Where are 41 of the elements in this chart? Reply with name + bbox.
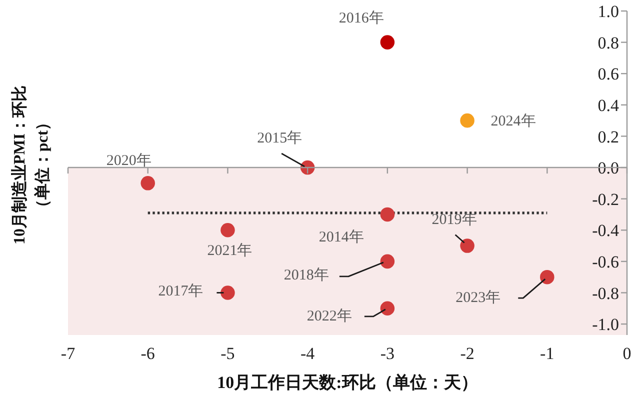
annotation: 2018年 xyxy=(284,266,329,284)
x-tick-label: -7 xyxy=(60,344,76,364)
y-tick-label: -0.2 xyxy=(592,190,619,209)
x-tick-label: -4 xyxy=(300,344,316,364)
annotation: 2021年 xyxy=(207,242,252,260)
annotation: 2023年 xyxy=(456,289,501,306)
annotation: 2014年 xyxy=(318,228,364,246)
annotation: 2022年 xyxy=(306,307,352,324)
y-tick-label: 1.0 xyxy=(598,2,619,22)
point xyxy=(380,254,395,269)
x-tick-label: 0 xyxy=(622,344,632,364)
x-tick-label: -5 xyxy=(220,344,235,364)
annotation: 2020年 xyxy=(106,152,152,170)
y-tick-label: 0.8 xyxy=(598,33,619,52)
annotation: 2015年 xyxy=(257,130,302,147)
y-tick-label: -0.8 xyxy=(592,284,619,303)
x-axis-title: 10月工作日天数:环比（单位：天） xyxy=(217,372,478,392)
point xyxy=(460,113,474,128)
x-tick-label: -6 xyxy=(140,344,155,364)
point xyxy=(380,301,395,316)
x-tick-label: -3 xyxy=(380,344,395,364)
point xyxy=(540,270,554,284)
y-tick-label: -0.6 xyxy=(592,252,619,272)
point xyxy=(380,35,395,50)
y-tick-label: 0.2 xyxy=(598,127,619,146)
y-tick-label: 0.6 xyxy=(598,64,619,84)
point xyxy=(220,286,235,300)
y-tick-label: 0.4 xyxy=(598,96,620,115)
point xyxy=(220,223,235,238)
x-tick-label: -1 xyxy=(540,344,554,364)
y-tick-label: -0.4 xyxy=(592,221,620,240)
annotation: 2017年 xyxy=(158,282,204,300)
annotation: 2019年 xyxy=(432,210,477,228)
annotation: 2024年 xyxy=(490,112,536,130)
y-tick-label: -1.0 xyxy=(592,315,619,334)
point xyxy=(460,238,474,253)
annotation: 2016年 xyxy=(338,9,384,26)
x-tick-label: -2 xyxy=(460,344,474,364)
y-axis-title: 10月制造业PMI：环比（单位：pct） xyxy=(10,85,52,245)
point xyxy=(380,207,395,222)
point xyxy=(140,176,155,190)
